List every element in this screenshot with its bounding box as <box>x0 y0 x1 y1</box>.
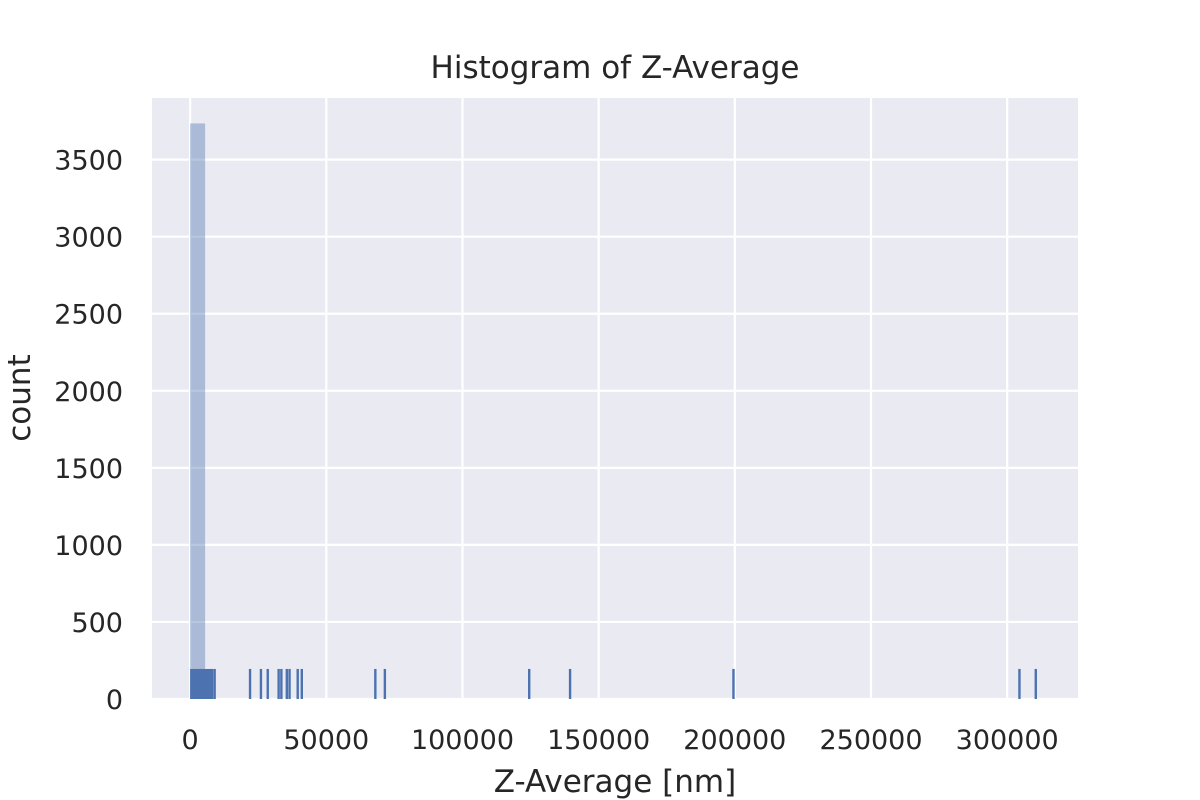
x-tick-label: 250000 <box>819 725 922 756</box>
x-tick-label: 300000 <box>956 725 1059 756</box>
histogram-bar <box>190 123 206 699</box>
y-tick-label: 0 <box>106 685 123 716</box>
x-axis-label: Z-Average [nm] <box>494 764 736 800</box>
rug-dense-band <box>190 668 214 699</box>
y-tick-label: 1000 <box>54 531 123 562</box>
y-tick-label: 3500 <box>54 146 123 177</box>
y-tick-label: 3000 <box>54 223 123 254</box>
y-tick-label: 2500 <box>54 300 123 331</box>
x-tick-label: 200000 <box>683 725 786 756</box>
y-tick-label: 1500 <box>54 454 123 485</box>
y-tick-label: 2000 <box>54 377 123 408</box>
histogram-bars <box>190 123 206 699</box>
grid-lines <box>152 98 1078 701</box>
plot-background <box>152 98 1078 699</box>
y-tick-label: 500 <box>71 608 123 639</box>
x-tick-label: 50000 <box>283 725 369 756</box>
x-tick-label: 150000 <box>547 725 650 756</box>
y-axis-label: count <box>2 354 38 441</box>
x-tick-label: 0 <box>182 725 199 756</box>
y-tick-labels: 0 500 1000 1500 2000 2500 3000 3500 <box>54 146 123 716</box>
x-tick-label: 100000 <box>411 725 514 756</box>
x-tick-labels: 0 50000 100000 150000 200000 250000 300000 <box>182 725 1059 756</box>
rug-marks <box>190 668 1037 699</box>
chart-title: Histogram of Z-Average <box>431 50 800 86</box>
